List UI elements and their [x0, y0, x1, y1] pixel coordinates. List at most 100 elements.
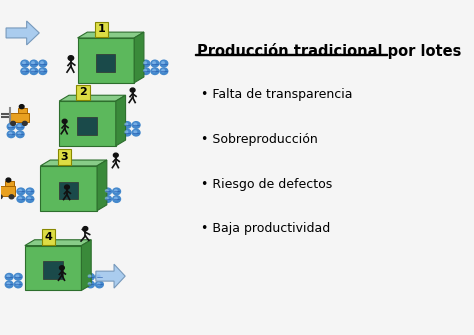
Circle shape	[132, 129, 140, 136]
Circle shape	[19, 105, 24, 109]
Circle shape	[88, 275, 91, 277]
Circle shape	[114, 190, 117, 192]
Circle shape	[134, 123, 137, 126]
Circle shape	[14, 281, 22, 288]
Circle shape	[32, 69, 35, 72]
Polygon shape	[78, 32, 144, 38]
Text: • Baja productividad: • Baja productividad	[201, 222, 330, 236]
Polygon shape	[82, 240, 91, 290]
Circle shape	[5, 281, 13, 288]
Polygon shape	[97, 160, 107, 211]
Circle shape	[123, 129, 131, 136]
Polygon shape	[77, 117, 97, 135]
Circle shape	[125, 131, 128, 133]
Circle shape	[144, 62, 146, 64]
Circle shape	[30, 68, 38, 74]
Text: 3: 3	[60, 152, 68, 162]
Circle shape	[153, 62, 155, 64]
FancyArrow shape	[6, 21, 39, 45]
Circle shape	[17, 196, 25, 202]
Circle shape	[97, 283, 100, 285]
Circle shape	[153, 69, 155, 72]
Circle shape	[151, 68, 159, 74]
Polygon shape	[96, 54, 116, 72]
Circle shape	[41, 62, 43, 64]
Circle shape	[132, 122, 140, 128]
Circle shape	[160, 68, 168, 74]
Circle shape	[113, 153, 118, 157]
Circle shape	[95, 273, 103, 280]
Circle shape	[22, 121, 27, 125]
Circle shape	[160, 60, 168, 67]
Text: 4: 4	[45, 232, 53, 242]
Circle shape	[30, 60, 38, 67]
Circle shape	[142, 68, 150, 74]
Circle shape	[7, 283, 10, 285]
Circle shape	[7, 123, 15, 130]
Circle shape	[114, 197, 117, 200]
Polygon shape	[134, 32, 144, 83]
Circle shape	[9, 132, 12, 135]
Polygon shape	[10, 113, 29, 122]
Polygon shape	[78, 38, 134, 83]
Polygon shape	[40, 166, 97, 211]
FancyArrow shape	[96, 264, 125, 288]
Polygon shape	[59, 95, 126, 101]
Circle shape	[88, 283, 91, 285]
Circle shape	[87, 281, 94, 288]
Circle shape	[144, 69, 146, 72]
Circle shape	[18, 125, 21, 127]
Circle shape	[23, 62, 26, 64]
Polygon shape	[18, 108, 27, 113]
Circle shape	[9, 125, 12, 127]
Circle shape	[0, 195, 2, 199]
Circle shape	[134, 131, 137, 133]
Polygon shape	[116, 95, 126, 146]
Circle shape	[151, 60, 159, 67]
Circle shape	[19, 190, 21, 192]
Circle shape	[28, 197, 30, 200]
Circle shape	[39, 68, 47, 74]
Polygon shape	[59, 101, 116, 146]
Circle shape	[83, 226, 88, 231]
Circle shape	[5, 273, 13, 280]
Polygon shape	[25, 246, 82, 290]
Circle shape	[68, 56, 73, 60]
Circle shape	[18, 132, 21, 135]
Circle shape	[113, 196, 120, 202]
Text: 2: 2	[79, 87, 87, 97]
Circle shape	[97, 275, 100, 277]
Circle shape	[162, 62, 164, 64]
Text: • Riesgo de defectos: • Riesgo de defectos	[201, 178, 332, 191]
Polygon shape	[0, 187, 16, 196]
Circle shape	[7, 131, 15, 138]
Circle shape	[9, 195, 14, 199]
Circle shape	[28, 190, 30, 192]
Polygon shape	[25, 240, 91, 246]
Circle shape	[32, 62, 35, 64]
Circle shape	[14, 273, 22, 280]
Circle shape	[62, 119, 67, 123]
Circle shape	[23, 69, 26, 72]
Polygon shape	[43, 261, 63, 279]
Circle shape	[123, 122, 131, 128]
Circle shape	[16, 123, 24, 130]
Circle shape	[105, 190, 108, 192]
Circle shape	[26, 188, 34, 195]
Circle shape	[142, 60, 150, 67]
Circle shape	[41, 69, 43, 72]
Circle shape	[19, 197, 21, 200]
Circle shape	[104, 188, 111, 195]
Text: 1: 1	[98, 24, 105, 34]
Circle shape	[105, 197, 108, 200]
Polygon shape	[5, 181, 14, 187]
Circle shape	[26, 196, 34, 202]
Circle shape	[95, 281, 103, 288]
Polygon shape	[59, 182, 78, 199]
Circle shape	[16, 131, 24, 138]
Circle shape	[130, 88, 135, 92]
FancyBboxPatch shape	[195, 54, 387, 55]
Circle shape	[7, 275, 10, 277]
Circle shape	[17, 188, 25, 195]
Circle shape	[87, 273, 94, 280]
